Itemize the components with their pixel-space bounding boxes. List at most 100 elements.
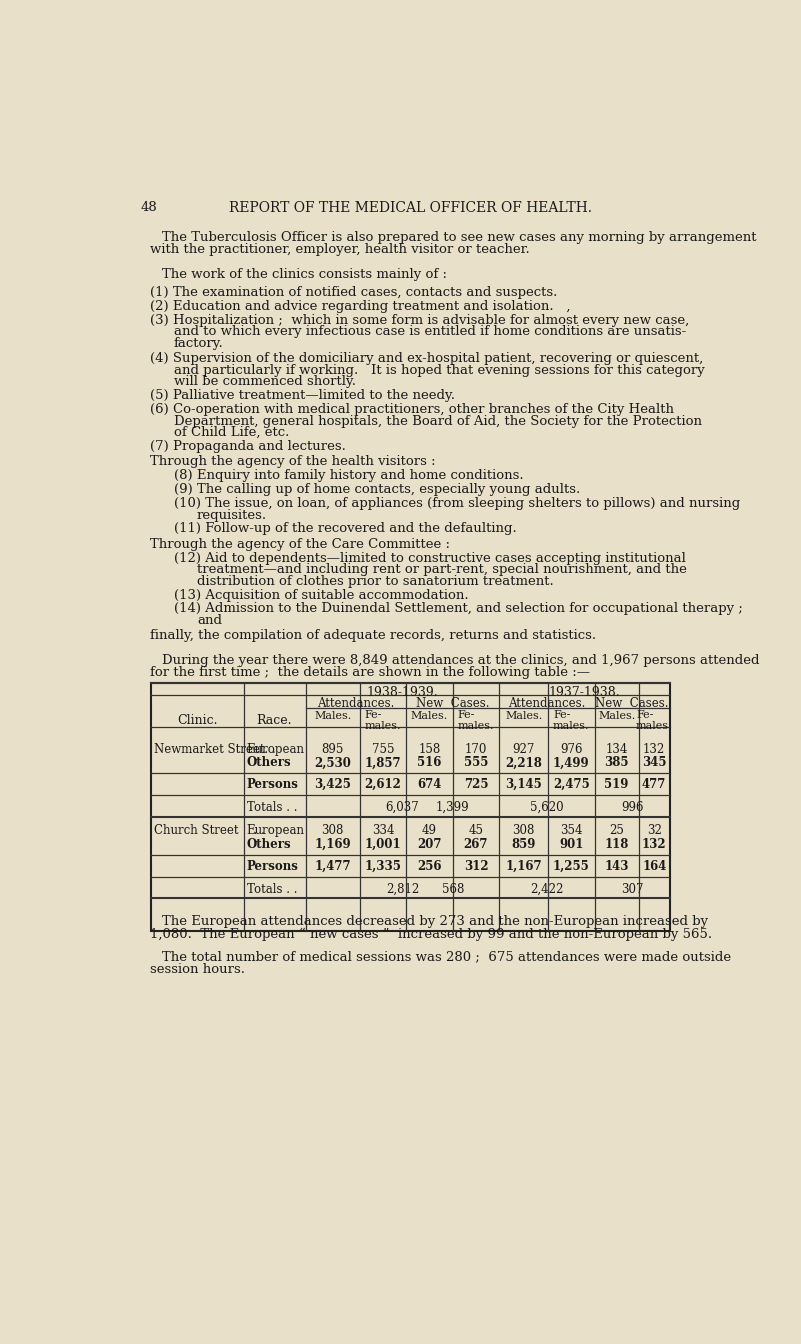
Text: 1,857: 1,857	[364, 757, 401, 770]
Text: (5) Palliative treatment—limited to the needy.: (5) Palliative treatment—limited to the …	[151, 390, 456, 402]
Text: 755: 755	[372, 743, 394, 755]
Text: 132: 132	[642, 839, 666, 851]
Text: European: European	[247, 824, 304, 837]
Text: 901: 901	[559, 839, 583, 851]
Text: 170: 170	[465, 743, 487, 755]
Text: The total number of medical sessions was 280 ;  675 attendances were made outsid: The total number of medical sessions was…	[162, 950, 731, 964]
Text: distribution of clothes prior to sanatorium treatment.: distribution of clothes prior to sanator…	[197, 575, 553, 587]
Text: The European attendances decreased by 273 and the non-European increased by: The European attendances decreased by 27…	[162, 915, 708, 929]
Text: 345: 345	[642, 757, 666, 770]
Text: of Child Life, etc.: of Child Life, etc.	[174, 426, 289, 439]
Text: and: and	[197, 614, 222, 628]
Text: Attendances.: Attendances.	[508, 698, 586, 710]
Text: Totals . .: Totals . .	[247, 883, 297, 895]
Text: Fe-
males.: Fe- males.	[636, 710, 673, 731]
Text: 725: 725	[464, 778, 489, 792]
Text: The work of the clinics consists mainly of :: The work of the clinics consists mainly …	[162, 267, 447, 281]
Text: for the first time ;  the details are shown in the following table :—: for the first time ; the details are sho…	[151, 667, 590, 680]
Text: Clinic.: Clinic.	[177, 714, 217, 727]
Text: 207: 207	[417, 839, 441, 851]
Text: Totals . .: Totals . .	[247, 801, 297, 814]
Text: (1) The examination of notified cases, contacts and suspects.: (1) The examination of notified cases, c…	[151, 286, 557, 298]
Text: 307: 307	[621, 883, 643, 895]
Text: Department, general hospitals, the Board of Aid, the Society for the Protection: Department, general hospitals, the Board…	[174, 414, 702, 427]
Text: 49: 49	[422, 824, 437, 837]
Text: 1,335: 1,335	[364, 860, 401, 872]
Text: Others: Others	[247, 757, 292, 770]
Text: 334: 334	[372, 824, 394, 837]
Text: (3) Hospitalization ;  which in some form is advisable for almost every new case: (3) Hospitalization ; which in some form…	[151, 313, 690, 327]
Text: European: European	[247, 743, 304, 755]
Text: 1,001: 1,001	[364, 839, 401, 851]
Text: 6,037: 6,037	[385, 801, 419, 814]
Text: 1937-1938.: 1937-1938.	[549, 685, 620, 699]
Text: 996: 996	[621, 801, 643, 814]
Text: requisites.: requisites.	[197, 508, 267, 521]
Text: session hours.: session hours.	[151, 962, 245, 976]
Text: Fe-
males.: Fe- males.	[364, 710, 401, 731]
Text: (4) Supervision of the domiciliary and ex-hospital patient, recovering or quiesc: (4) Supervision of the domiciliary and e…	[151, 352, 704, 366]
Text: 2,812: 2,812	[386, 883, 419, 895]
Text: Church Street    . .: Church Street . .	[154, 824, 264, 837]
Text: with the practitioner, employer, health visitor or teacher.: with the practitioner, employer, health …	[151, 243, 530, 255]
Text: treatment—and including rent or part-rent, special nourishment, and the: treatment—and including rent or part-ren…	[197, 563, 687, 577]
Text: Persons: Persons	[247, 778, 299, 792]
Text: 132: 132	[643, 743, 666, 755]
Text: 1,167: 1,167	[505, 860, 542, 872]
Text: 32: 32	[647, 824, 662, 837]
Text: The Tuberculosis Officer is also prepared to see new cases any morning by arrang: The Tuberculosis Officer is also prepare…	[162, 231, 757, 243]
Text: Attendances.: Attendances.	[317, 698, 395, 710]
Text: (11) Follow-up of the recovered and the defaulting.: (11) Follow-up of the recovered and the …	[174, 523, 517, 535]
Text: 5,620: 5,620	[530, 801, 564, 814]
Text: (9) The calling up of home contacts, especially young adults.: (9) The calling up of home contacts, esp…	[174, 482, 580, 496]
Text: (10) The issue, on loan, of appliances (from sleeping shelters to pillows) and n: (10) The issue, on loan, of appliances (…	[174, 497, 740, 509]
Text: REPORT OF THE MEDICAL OFFICER OF HEALTH.: REPORT OF THE MEDICAL OFFICER OF HEALTH.	[228, 202, 592, 215]
Text: finally, the compilation of adequate records, returns and statistics.: finally, the compilation of adequate rec…	[151, 629, 597, 642]
Text: 555: 555	[464, 757, 488, 770]
Text: Through the agency of the Care Committee :: Through the agency of the Care Committee…	[151, 538, 450, 551]
Text: 308: 308	[321, 824, 344, 837]
Bar	[151, 683, 670, 931]
Text: Fe-
males.: Fe- males.	[457, 710, 494, 731]
Text: 267: 267	[464, 839, 489, 851]
Text: Through the agency of the health visitors :: Through the agency of the health visitor…	[151, 456, 436, 469]
Text: (6) Co-operation with medical practitioners, other branches of the City Health: (6) Co-operation with medical practition…	[151, 403, 674, 417]
Text: and particularly if working.   It is hoped that evening sessions for this catego: and particularly if working. It is hoped…	[174, 364, 705, 376]
Text: Fe-
males.: Fe- males.	[553, 710, 590, 731]
Text: 568: 568	[441, 883, 464, 895]
Text: 1,169: 1,169	[314, 839, 351, 851]
Text: 1938-1939.: 1938-1939.	[367, 685, 438, 699]
Text: 2,530: 2,530	[314, 757, 351, 770]
Text: 308: 308	[513, 824, 535, 837]
Text: 354: 354	[560, 824, 582, 837]
Text: New  Cases.: New Cases.	[416, 698, 489, 710]
Text: 477: 477	[642, 778, 666, 792]
Text: 859: 859	[512, 839, 536, 851]
Text: 895: 895	[321, 743, 344, 755]
Text: Persons: Persons	[247, 860, 299, 872]
Text: (7) Propaganda and lectures.: (7) Propaganda and lectures.	[151, 439, 346, 453]
Text: 1,255: 1,255	[553, 860, 590, 872]
Text: 927: 927	[513, 743, 535, 755]
Text: and to which every infectious case is entitled if home conditions are unsatis-: and to which every infectious case is en…	[174, 325, 686, 339]
Text: Males.: Males.	[411, 711, 448, 722]
Text: 312: 312	[464, 860, 489, 872]
Text: 2,422: 2,422	[530, 883, 564, 895]
Text: (8) Enquiry into family history and home conditions.: (8) Enquiry into family history and home…	[174, 469, 523, 482]
Text: 3,425: 3,425	[314, 778, 351, 792]
Text: 45: 45	[469, 824, 484, 837]
Text: 1,080.  The European “ new cases ”  increased by 99 and the non-European by 565.: 1,080. The European “ new cases ” increa…	[151, 927, 713, 941]
Text: 118: 118	[605, 839, 629, 851]
Text: (2) Education and advice regarding treatment and isolation.   ,: (2) Education and advice regarding treat…	[151, 300, 571, 313]
Text: 143: 143	[605, 860, 629, 872]
Text: 134: 134	[606, 743, 628, 755]
Text: 2,612: 2,612	[364, 778, 401, 792]
Text: 1,477: 1,477	[314, 860, 351, 872]
Text: 385: 385	[605, 757, 629, 770]
Text: 2,475: 2,475	[553, 778, 590, 792]
Text: (14) Admission to the Duinendal Settlement, and selection for occupational thera: (14) Admission to the Duinendal Settleme…	[174, 602, 743, 616]
Text: 256: 256	[417, 860, 441, 872]
Text: 1,499: 1,499	[553, 757, 590, 770]
Text: will be commenced shortly.: will be commenced shortly.	[174, 375, 356, 388]
Text: 674: 674	[417, 778, 441, 792]
